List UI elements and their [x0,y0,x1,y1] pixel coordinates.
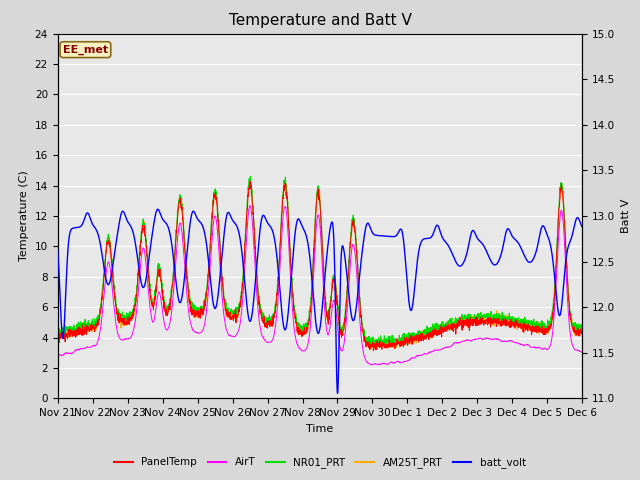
Title: Temperature and Batt V: Temperature and Batt V [228,13,412,28]
Y-axis label: Batt V: Batt V [621,199,631,233]
Text: EE_met: EE_met [63,45,108,55]
Y-axis label: Temperature (C): Temperature (C) [19,170,29,262]
X-axis label: Time: Time [307,424,333,433]
Legend: PanelTemp, AirT, NR01_PRT, AM25T_PRT, batt_volt: PanelTemp, AirT, NR01_PRT, AM25T_PRT, ba… [110,453,530,472]
